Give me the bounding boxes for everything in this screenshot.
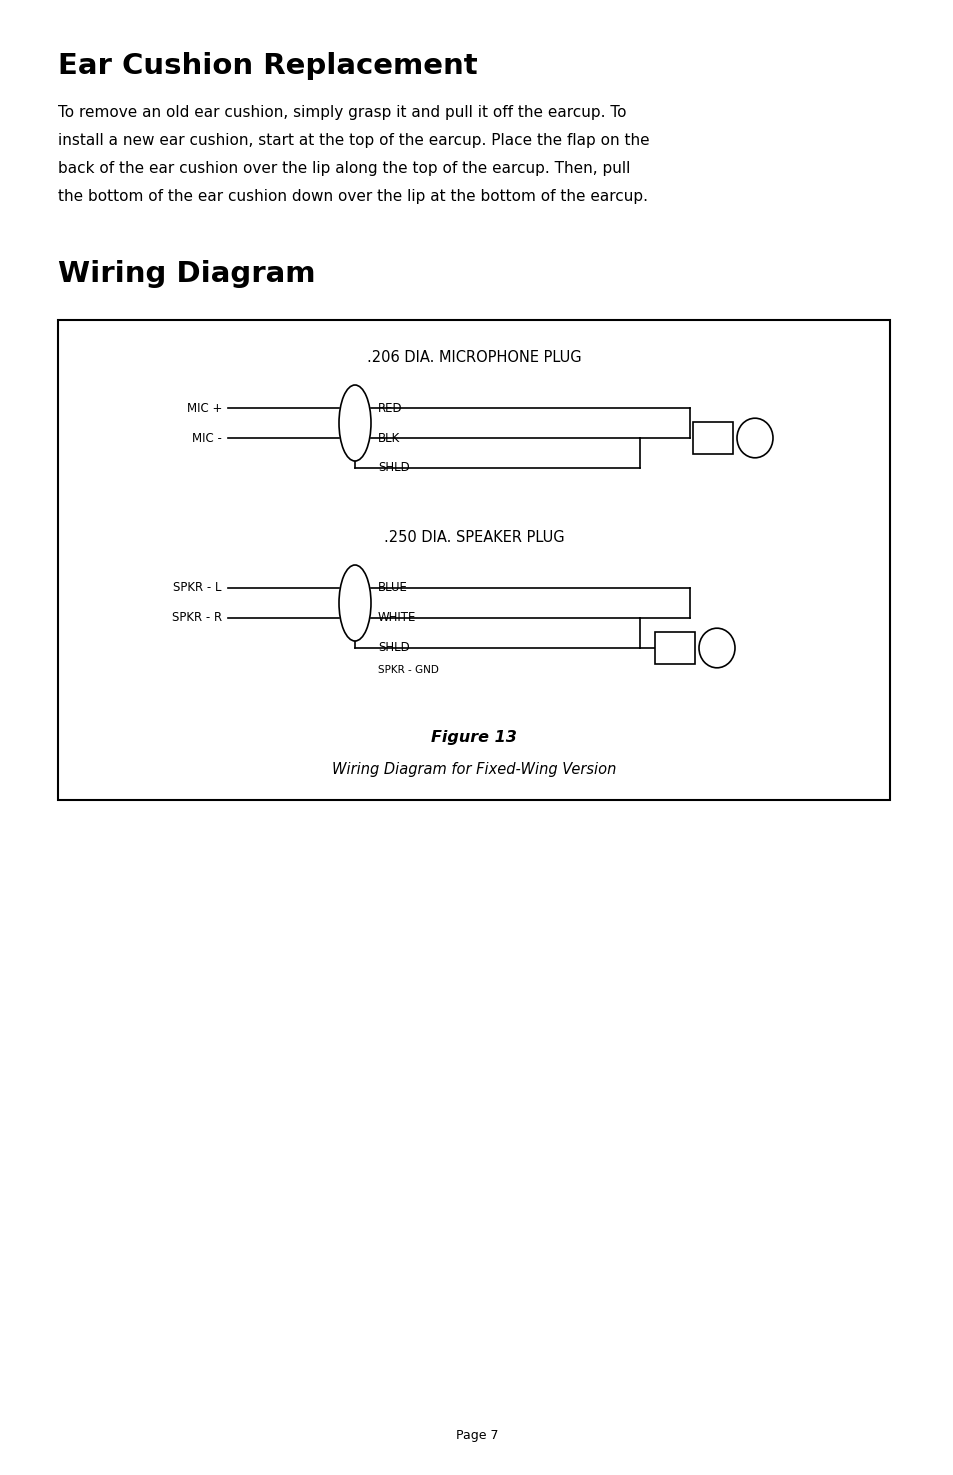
Ellipse shape xyxy=(338,565,371,642)
Text: BLUE: BLUE xyxy=(377,581,408,594)
Text: back of the ear cushion over the lip along the top of the earcup. Then, pull: back of the ear cushion over the lip alo… xyxy=(58,161,630,176)
Bar xyxy=(58,320,889,799)
Text: Figure 13: Figure 13 xyxy=(431,730,517,745)
Ellipse shape xyxy=(338,385,371,462)
Text: To remove an old ear cushion, simply grasp it and pull it off the earcup. To: To remove an old ear cushion, simply gra… xyxy=(58,105,626,119)
Text: Wiring Diagram: Wiring Diagram xyxy=(58,260,315,288)
Text: SHLD: SHLD xyxy=(377,462,410,475)
Text: WHITE: WHITE xyxy=(377,612,416,624)
Text: .206 DIA. MICROPHONE PLUG: .206 DIA. MICROPHONE PLUG xyxy=(366,350,580,364)
Text: Page 7: Page 7 xyxy=(456,1428,497,1441)
Ellipse shape xyxy=(737,419,772,457)
Text: SHLD: SHLD xyxy=(377,642,410,655)
Text: Wiring Diagram for Fixed-Wing Version: Wiring Diagram for Fixed-Wing Version xyxy=(332,763,616,777)
Text: MIC +: MIC + xyxy=(187,401,222,414)
Text: RED: RED xyxy=(377,401,402,414)
Bar xyxy=(655,631,695,664)
Text: SPKR - L: SPKR - L xyxy=(173,581,222,594)
Text: MIC -: MIC - xyxy=(192,432,222,444)
Text: .250 DIA. SPEAKER PLUG: .250 DIA. SPEAKER PLUG xyxy=(383,530,564,544)
Text: SPKR - R: SPKR - R xyxy=(172,612,222,624)
Text: SPKR - GND: SPKR - GND xyxy=(377,665,438,676)
Text: the bottom of the ear cushion down over the lip at the bottom of the earcup.: the bottom of the ear cushion down over … xyxy=(58,189,647,204)
Text: Ear Cushion Replacement: Ear Cushion Replacement xyxy=(58,52,477,80)
Bar xyxy=(692,422,732,454)
Ellipse shape xyxy=(699,628,734,668)
Text: BLK: BLK xyxy=(377,432,400,444)
Text: install a new ear cushion, start at the top of the earcup. Place the flap on the: install a new ear cushion, start at the … xyxy=(58,133,649,148)
